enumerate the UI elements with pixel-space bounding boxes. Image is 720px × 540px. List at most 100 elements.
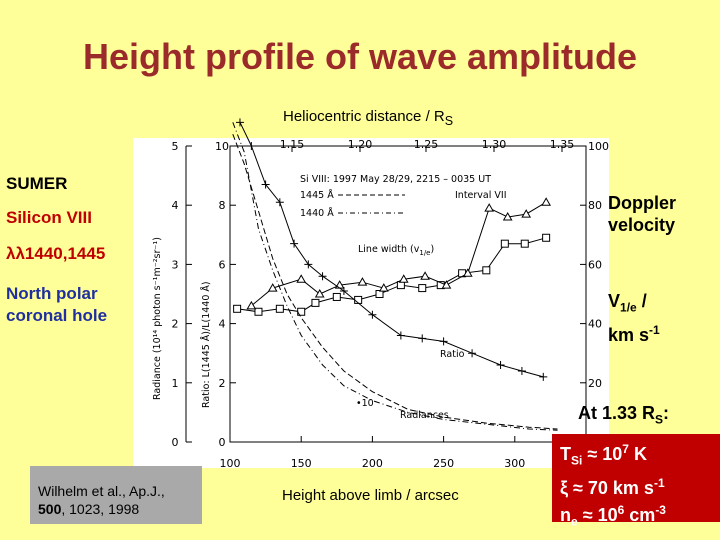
region-label-1: North polar: [6, 284, 98, 303]
times10-label: •10: [356, 398, 374, 409]
triangle-marker: [378, 283, 389, 292]
parameters-box: TSi ≈ 107 K ξ ≈ 70 km s-1 ne ≈ 106 cm-3: [552, 434, 720, 528]
x-tick-label: 100: [220, 457, 241, 470]
ratio-tick-label: 6: [219, 258, 226, 271]
ratio-tick-label: 2: [219, 377, 226, 390]
top-axis-label-sub: S: [444, 114, 454, 128]
linewidth-tick-label: 100: [588, 140, 609, 153]
radiances-label: Radiances: [400, 410, 449, 421]
radiance-tick-label: 0: [172, 436, 179, 449]
square-marker: [482, 266, 491, 275]
ratio-tick-label: 10: [215, 140, 229, 153]
plus-marker: [339, 287, 348, 296]
plot-header: Si VIII: 1997 May 28/29, 2215 – 0035 UT: [300, 174, 491, 185]
linewidth-tick-label: 80: [588, 199, 602, 212]
triangle-marker: [314, 288, 325, 298]
triangle-marker: [502, 212, 513, 221]
temperature-param: TSi ≈ 107 K: [560, 442, 647, 468]
top-axis-label: Heliocentric distance / RS: [283, 108, 453, 128]
triangle-marker: [420, 271, 430, 280]
triangle-marker: [484, 203, 495, 212]
plot-panel: [133, 138, 609, 468]
plus-marker: [318, 272, 327, 281]
radiance-axis-title: Radiance (10¹⁴ photon s⁻¹m⁻²sr⁻¹): [152, 237, 163, 400]
square-marker: [542, 233, 551, 242]
plus-marker: [517, 366, 526, 375]
wavelength-label: λλ1440,1445: [6, 244, 106, 263]
square-marker: [332, 292, 341, 301]
linewidth-label: Line width (v1/e): [358, 244, 434, 257]
plus-marker: [275, 198, 284, 207]
plus-marker: [247, 142, 256, 150]
plus-marker: [496, 361, 505, 370]
series-line-3: [232, 134, 558, 430]
triangle-marker: [441, 280, 452, 289]
x-top-tick-label: 1.20: [348, 138, 373, 151]
linewidth-tick-label: 60: [588, 258, 602, 271]
ratio-tick-label: 0: [219, 436, 226, 449]
square-marker: [418, 284, 427, 293]
ratio-tick-label: 4: [219, 318, 226, 331]
plus-marker: [261, 180, 270, 189]
plus-marker: [235, 118, 244, 127]
triangle-marker: [541, 197, 551, 206]
square-marker: [520, 239, 529, 248]
radiance-tick-label: 3: [172, 258, 179, 271]
square-marker: [311, 298, 320, 307]
plus-marker: [539, 372, 548, 381]
x-top-tick-label: 1.15: [280, 138, 305, 151]
plus-marker: [304, 260, 313, 269]
square-marker: [254, 307, 263, 316]
linewidth-tick-label: 40: [588, 318, 602, 331]
legend-1440: 1440 Å: [300, 207, 334, 219]
plot-box: [229, 145, 587, 443]
series-line-4: [232, 122, 558, 431]
x-top-tick-label: 1.25: [414, 138, 439, 151]
ratio-label: Ratio: [440, 349, 465, 360]
triangle-marker: [398, 274, 409, 283]
plot-text: Si VIII: 1997 May 28/29, 2215 – 0035 UT …: [152, 174, 507, 421]
square-marker: [375, 290, 384, 298]
top-axis-label-main: Heliocentric distance / R: [283, 108, 445, 125]
x-top-tick-label: 1.35: [550, 138, 575, 151]
line-label: Silicon VIII: [6, 208, 92, 227]
square-marker: [233, 304, 242, 313]
page-title: Height profile of wave amplitude: [82, 36, 638, 77]
triangle-marker: [267, 283, 278, 292]
instrument-label: SUMER: [6, 174, 68, 193]
v-label: V1/e / km s-1: [608, 291, 660, 345]
radiance-tick-label: 4: [172, 199, 179, 212]
series-line-2: [239, 122, 544, 378]
xi-param: ξ ≈ 70 km s-1: [560, 475, 665, 498]
x-tick-label: 200: [362, 457, 383, 470]
plus-marker: [418, 334, 427, 343]
triangle-marker: [296, 274, 307, 283]
triangle-marker: [462, 268, 473, 277]
plus-marker: [396, 331, 405, 340]
square-marker: [275, 304, 284, 313]
plot-frame: [229, 145, 587, 443]
plus-marker: [290, 239, 299, 248]
plus-marker: [439, 337, 448, 346]
density-param: ne ≈ 106 cm-3: [560, 502, 666, 529]
radiance-tick-label: 5: [172, 140, 179, 153]
citation: Wilhelm et al., Ap.J., 500, 1023, 1998: [30, 466, 202, 524]
interval-label: Interval VII: [455, 190, 507, 201]
ratio-axis-title: Ratio: L(1445 Å)/L(1440 Å): [200, 281, 212, 408]
bottom-axis-label: Height above limb / arcsec: [282, 487, 459, 504]
radiance-tick-label: 2: [172, 318, 179, 331]
triangle-marker: [246, 300, 257, 310]
plus-marker: [368, 310, 377, 319]
at-label: At 1.33 RS:: [578, 403, 670, 427]
plus-marker: [468, 349, 477, 358]
ratio-tick-label: 8: [219, 199, 226, 212]
series-line-0: [237, 237, 547, 313]
region-label-2: coronal hole: [6, 306, 108, 325]
linewidth-tick-label: 20: [588, 377, 602, 390]
doppler-label: Doppler velocity: [608, 193, 677, 235]
legend-1445: 1445 Å: [300, 189, 334, 201]
triangle-marker: [357, 277, 368, 286]
x-tick-label: 250: [433, 457, 454, 470]
